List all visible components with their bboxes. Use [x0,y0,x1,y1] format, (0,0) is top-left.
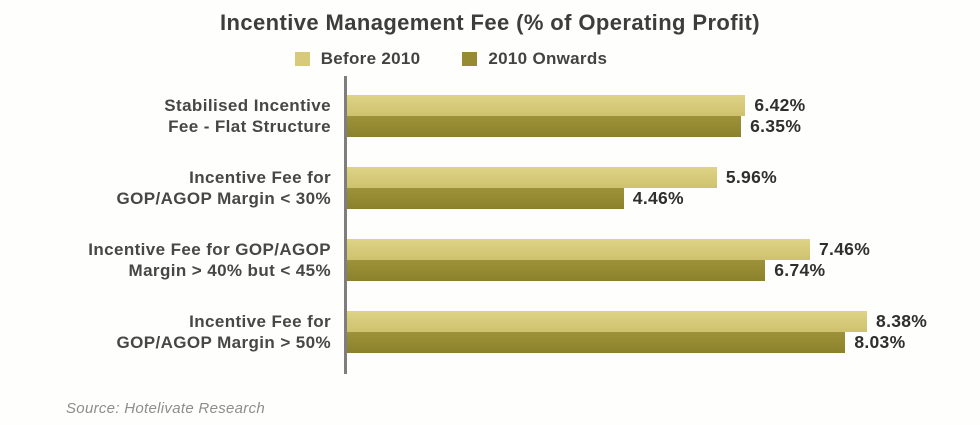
legend-item-before-2010: Before 2010 [294,49,421,69]
bar-group: Stabilised Incentive Fee - Flat Structur… [0,95,980,137]
bar-group: Incentive Fee for GOP/AGOP Margin > 40% … [0,239,980,281]
bar-pair: 8.38% 8.03% [344,311,980,353]
bar-group: Incentive Fee for GOP/AGOP Margin < 30% … [0,167,980,209]
value-label-before-2010: 6.42% [754,95,806,115]
bar-pair: 6.42% 6.35% [344,95,980,137]
legend-label-before-2010: Before 2010 [320,49,421,68]
bar-2010-onwards [347,188,624,209]
chart-title: Incentive Management Fee (% of Operating… [220,10,760,35]
value-label-before-2010: 7.46% [818,239,871,259]
bar-group: Incentive Fee for GOP/AGOP Margin > 50% … [0,311,980,353]
category-label: Incentive Fee for GOP/AGOP Margin > 50% [116,312,331,352]
source-note: Source: Hotelivate Research [66,400,266,417]
bar-pair: 5.96% 4.46% [344,167,980,209]
bar-before-2010 [347,95,746,116]
value-label-before-2010: 8.38% [876,311,928,331]
bar-chart: Stabilised Incentive Fee - Flat Structur… [0,76,980,374]
category-label: Incentive Fee for GOP/AGOP Margin > 40% … [88,240,331,280]
value-label-before-2010: 5.96% [725,167,777,187]
category-label: Stabilised Incentive Fee - Flat Structur… [164,96,331,136]
value-label-2010-onwards: 6.74% [774,260,826,280]
bar-2010-onwards [347,332,846,353]
bar-before-2010 [347,239,810,260]
bar-before-2010 [347,311,868,332]
legend-swatch-before-2010 [294,52,310,66]
value-label-2010-onwards: 4.46% [632,188,684,208]
bar-2010-onwards [347,116,742,137]
value-label-2010-onwards: 6.35% [750,116,802,136]
category-label: Incentive Fee for GOP/AGOP Margin < 30% [116,168,331,208]
value-label-2010-onwards: 8.03% [854,332,906,352]
legend-label-2010-onwards: 2010 Onwards [488,49,608,68]
legend-item-2010-onwards: 2010 Onwards [462,49,607,69]
bar-2010-onwards [347,260,766,281]
bar-pair: 7.46% 6.74% [344,239,980,281]
y-axis-line [344,76,347,374]
bar-before-2010 [347,167,717,188]
legend-swatch-2010-onwards [462,52,478,66]
legend: Before 2010 2010 Onwards [0,49,980,69]
